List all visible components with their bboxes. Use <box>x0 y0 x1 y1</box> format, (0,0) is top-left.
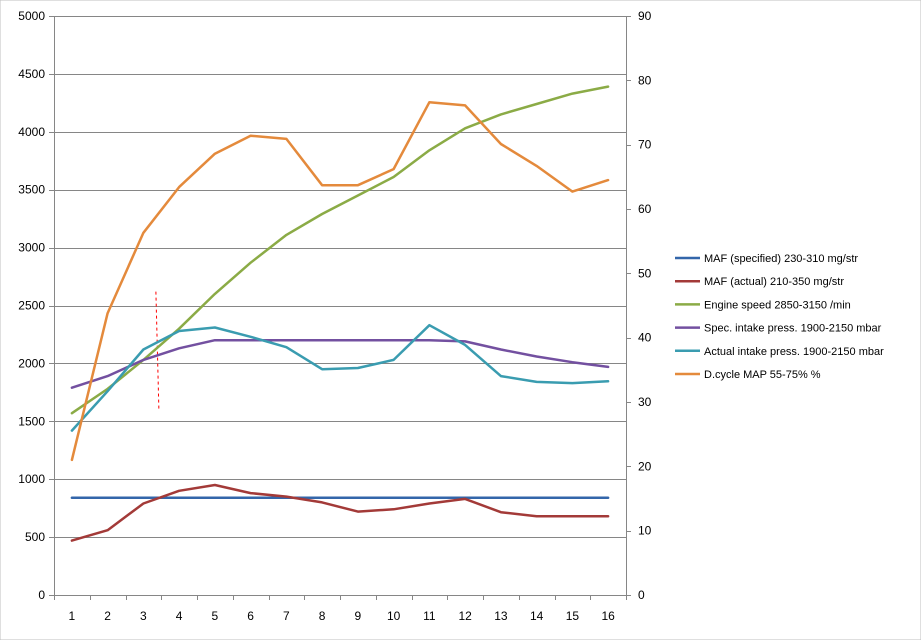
left-axis-tick-label: 3000 <box>18 241 45 255</box>
series-line-actual-intake-press-1900-2150-mbar <box>70 323 610 432</box>
right-axis-tick-label: 10 <box>638 524 652 538</box>
legend-label: MAF (specified) 230-310 mg/str <box>704 253 858 265</box>
right-axis-tick-label: 20 <box>638 459 652 473</box>
x-axis-tick-label: 9 <box>355 609 362 623</box>
x-axis-tick-label: 3 <box>140 609 147 623</box>
series-line-spec-intake-press-1900-2150-mbar <box>70 338 610 389</box>
legend-label: Engine speed 2850-3150 /min <box>704 299 851 311</box>
x-axis-tick-label: 12 <box>458 609 472 623</box>
right-axis-tick-labels: 0 10 20 30 40 50 60 70 80 90 <box>638 9 652 602</box>
legend-label: Actual intake press. 1900-2150 mbar <box>704 346 884 358</box>
x-axis-tick-label: 13 <box>494 609 508 623</box>
x-axis-tick-label: 8 <box>319 609 326 623</box>
right-axis-tick-label: 80 <box>638 73 652 87</box>
right-axis-tick-label: 90 <box>638 9 652 23</box>
legend-label: D.cycle MAP 55-75% % <box>704 369 821 381</box>
left-axis-tick-label: 500 <box>25 530 45 544</box>
x-axis-tick-label: 14 <box>530 609 544 623</box>
x-axis-tick-label: 10 <box>387 609 401 623</box>
right-axis-tick-label: 30 <box>638 395 652 409</box>
left-axis-tick-label: 5000 <box>18 9 45 23</box>
x-axis-tick-label: 1 <box>69 609 76 623</box>
x-axis-tick-label: 6 <box>247 609 254 623</box>
left-axis-tick-label: 2500 <box>18 299 45 313</box>
right-axis-tick-label: 60 <box>638 202 652 216</box>
right-axis-tick-label: 70 <box>638 138 652 152</box>
x-axis-tick-label: 15 <box>566 609 580 623</box>
left-axis-tick-labels: 0 500 1000 1500 2000 2500 3000 3500 4000 4500 5000 <box>18 9 45 602</box>
left-axis-tick-label: 3500 <box>18 183 45 197</box>
series-line-engine-speed-2850-3150-min <box>70 85 610 415</box>
axes <box>49 16 631 600</box>
left-axis-tick-label: 4500 <box>18 67 45 81</box>
red-dashed-marker-line <box>155 291 160 410</box>
legend-label: MAF (actual) 210-350 mg/str <box>704 276 844 288</box>
left-axis-tick-label: 0 <box>38 588 45 602</box>
legend-label: Spec. intake press. 1900-2150 mbar <box>704 323 882 335</box>
left-axis-tick-label: 1000 <box>18 472 45 486</box>
series-line-d-cycle-map-55-75 <box>70 100 610 462</box>
x-axis-tick-label: 4 <box>176 609 183 623</box>
annotations <box>155 291 160 410</box>
x-axis-tick-labels: 1 2 3 4 5 6 7 8 9 10 11 12 13 14 15 16 <box>69 609 616 623</box>
x-axis-tick-label: 11 <box>423 609 436 623</box>
left-axis-tick-label: 4000 <box>18 125 45 139</box>
x-axis-tick-label: 5 <box>212 609 219 623</box>
right-axis-tick-label: 40 <box>638 331 652 345</box>
series-line-maf-actual-210-350-mg-str <box>70 483 610 542</box>
gridlines <box>54 16 626 596</box>
series-lines <box>70 85 610 542</box>
left-axis-tick-label: 2000 <box>18 356 45 370</box>
right-axis-tick-label: 50 <box>638 266 652 280</box>
left-axis-tick-label: 1500 <box>18 414 45 428</box>
legend: MAF (specified) 230-310 mg/str MAF (actua… <box>675 253 884 381</box>
x-axis-tick-label: 16 <box>601 609 615 623</box>
right-axis-tick-label: 0 <box>638 588 645 602</box>
x-axis-tick-label: 7 <box>283 609 290 623</box>
x-axis-tick-label: 2 <box>104 609 111 623</box>
